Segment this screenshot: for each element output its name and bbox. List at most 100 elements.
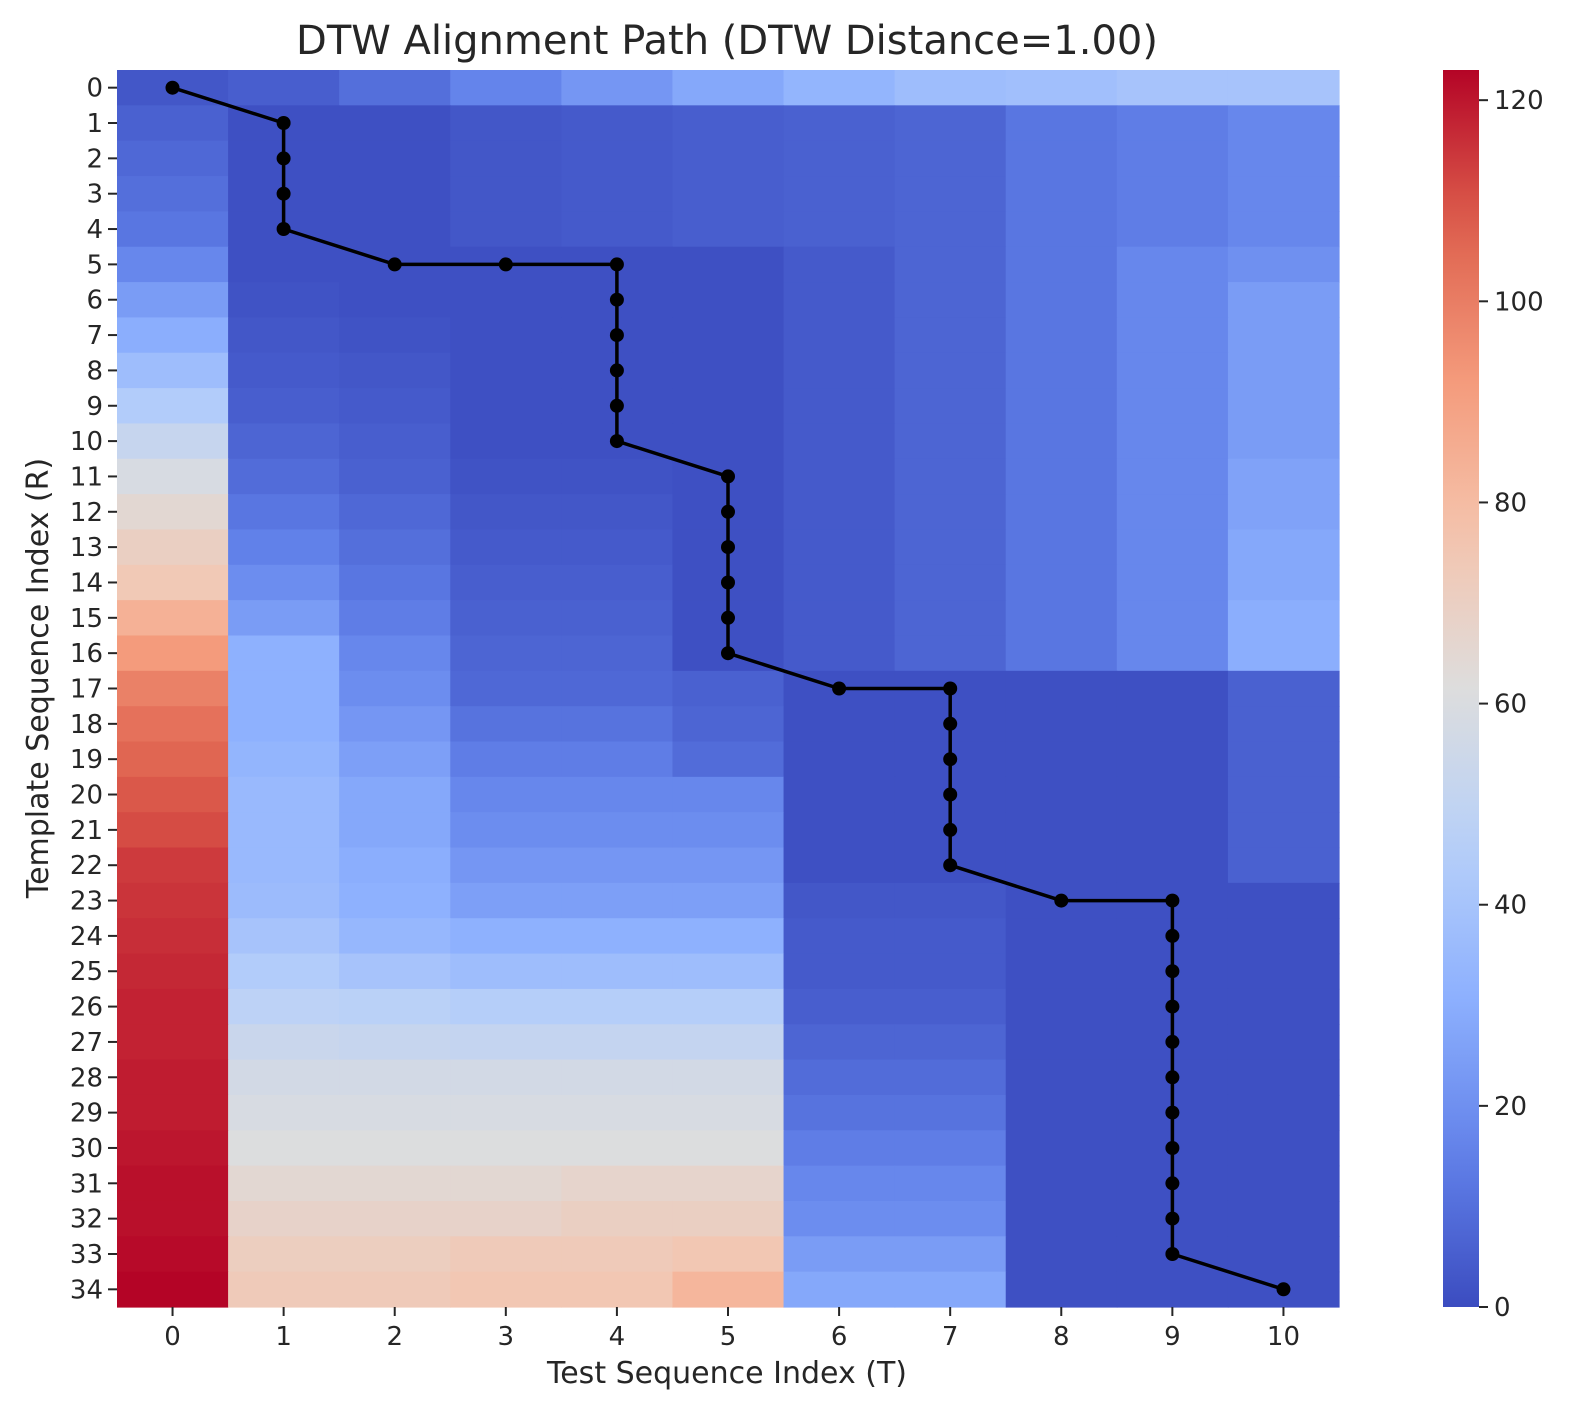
heatmap-cell	[783, 1271, 896, 1308]
heatmap-cell	[1005, 670, 1118, 707]
heatmap-cell	[117, 706, 229, 743]
heatmap-cell	[339, 741, 451, 778]
heatmap-cell	[450, 388, 562, 425]
heatmap-cell	[561, 600, 674, 637]
heatmap-cell	[117, 1271, 229, 1308]
x-tick-label: 5	[720, 1322, 737, 1352]
heatmap-cell	[783, 635, 896, 672]
heatmap-cell	[1005, 1236, 1118, 1273]
heatmap-cell	[783, 1200, 896, 1237]
heatmap-cell	[1005, 458, 1118, 495]
heatmap-cell	[561, 776, 674, 813]
heatmap-cell	[1227, 246, 1340, 283]
heatmap-cell	[450, 600, 562, 637]
heatmap-cell	[672, 140, 785, 177]
heatmap-cell	[783, 458, 896, 495]
heatmap-cell	[894, 352, 1007, 389]
heatmap-cell	[783, 706, 896, 743]
heatmap-cell	[339, 918, 451, 955]
y-tick-label: 25	[70, 957, 103, 987]
heatmap-cell	[783, 882, 896, 919]
heatmap-cell	[672, 1200, 785, 1237]
heatmap-cell	[450, 494, 562, 531]
heatmap-cell	[561, 918, 674, 955]
heatmap-cell	[1227, 494, 1340, 531]
y-tick-label: 23	[70, 887, 103, 917]
heatmap-cell	[1005, 246, 1118, 283]
heatmap-cell	[1227, 1059, 1340, 1096]
heatmap-cell	[228, 352, 340, 389]
heatmap-cell	[783, 282, 896, 318]
heatmap-cell	[117, 670, 229, 707]
heatmap-cell	[1227, 317, 1340, 354]
colorbar-tick-label: 100	[1494, 287, 1544, 317]
path-point	[721, 504, 735, 519]
heatmap-cell	[1227, 282, 1340, 318]
heatmap-cell	[1116, 564, 1229, 601]
heatmap-cell	[339, 1165, 451, 1202]
heatmap-cell	[561, 1024, 674, 1061]
x-tick-label: 6	[831, 1322, 848, 1352]
y-tick-label: 26	[70, 993, 103, 1023]
path-point	[609, 434, 624, 449]
heatmap-cell	[561, 1200, 674, 1237]
heatmap-cell	[228, 635, 340, 672]
heatmap-cell	[228, 918, 340, 955]
heatmap-cell	[339, 988, 451, 1025]
path-point	[1165, 1247, 1180, 1261]
heatmap-cell	[894, 1059, 1007, 1096]
heatmap-cell	[1005, 1165, 1118, 1202]
alignment-path	[165, 80, 1291, 1297]
heatmap-cell	[894, 1165, 1007, 1202]
heatmap-cell	[117, 741, 229, 778]
y-axis-ticks: 0123456789101112131415161718192021222324…	[70, 74, 117, 1305]
y-axis-label: Template Sequence Index (R)	[21, 458, 56, 899]
heatmap-cell	[1116, 847, 1229, 884]
heatmap-cell	[450, 211, 562, 248]
path-point	[276, 151, 291, 166]
path-point	[1165, 999, 1180, 1014]
heatmap-cell	[783, 388, 896, 425]
heatmap-cell	[894, 494, 1007, 531]
heatmap-cell	[894, 317, 1007, 354]
heatmap-cell	[339, 494, 451, 531]
heatmap-cell	[117, 847, 229, 884]
heatmap-cell	[228, 246, 340, 283]
heatmap-cell	[561, 847, 674, 884]
heatmap-cell	[117, 458, 229, 495]
heatmap-cell	[117, 882, 229, 919]
heatmap-cell	[450, 352, 562, 389]
heatmap-cell	[339, 1200, 451, 1237]
heatmap-cell	[1005, 918, 1118, 955]
heatmap-cell	[1227, 423, 1340, 460]
heatmap-cell	[672, 670, 785, 707]
heatmap-cell	[117, 1024, 229, 1061]
heatmap-cell	[1227, 882, 1340, 919]
heatmap-cell	[561, 635, 674, 672]
heatmap-cell	[1227, 105, 1340, 142]
heatmap-cell	[783, 176, 896, 212]
heatmap-cell	[1116, 670, 1229, 707]
heatmap-cell	[228, 564, 340, 601]
heatmap-cell	[117, 1094, 229, 1131]
heatmap-cell	[117, 988, 229, 1025]
heatmap-cell	[561, 953, 674, 990]
heatmap-cell	[672, 352, 785, 389]
heatmap-cell	[783, 1130, 896, 1167]
heatmap-cell	[783, 1024, 896, 1061]
heatmap-cell	[1005, 423, 1118, 460]
heatmap-cell	[561, 1059, 674, 1096]
heatmap-cell	[783, 1094, 896, 1131]
heatmap-cell	[117, 1236, 229, 1273]
heatmap-cell	[117, 388, 229, 425]
heatmap-cell	[117, 1200, 229, 1237]
heatmap-cell	[1005, 211, 1118, 248]
heatmap-cell	[339, 1271, 451, 1308]
heatmap-cell	[783, 953, 896, 990]
heatmap-cell	[1005, 282, 1118, 318]
heatmap-cell	[339, 953, 451, 990]
heatmap-cell	[117, 953, 229, 990]
y-tick-label: 3	[86, 180, 103, 210]
y-tick-label: 32	[70, 1205, 103, 1235]
heatmap-cell	[783, 564, 896, 601]
